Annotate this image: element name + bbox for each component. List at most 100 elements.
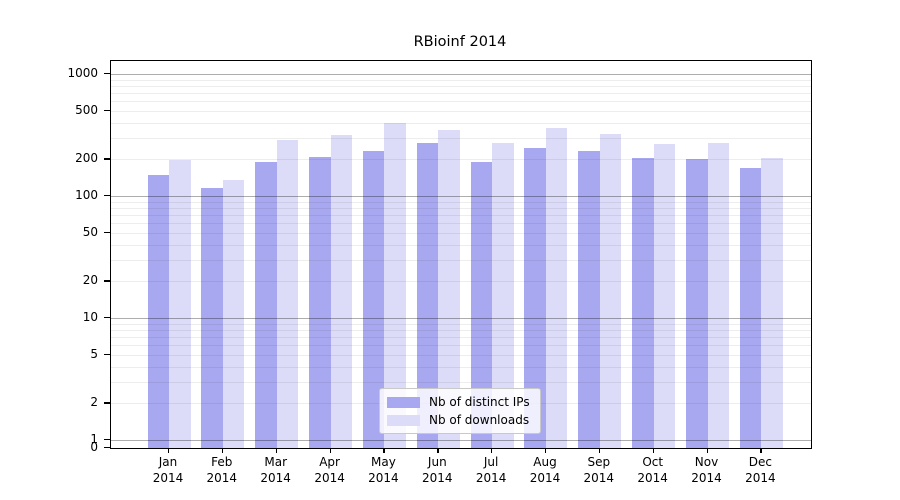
y-tick-10	[104, 317, 110, 319]
gridline-major-10	[111, 318, 811, 319]
gridline-major-1	[111, 440, 811, 441]
y-tick-2	[104, 402, 110, 404]
x-tick-label-oct-2014: Oct 2014	[637, 455, 668, 485]
bar-distinct-ips-jun-2014	[416, 143, 439, 448]
bar-distinct-ips-feb-2014	[201, 187, 223, 448]
bar-distinct-ips-nov-2014	[686, 159, 708, 448]
gridline-minor-500	[111, 110, 811, 112]
bar-downloads-jul-2014	[492, 143, 514, 448]
x-tick-feb-2014	[221, 448, 224, 453]
y-tick-1000	[104, 73, 110, 75]
gridline-minor-70	[111, 214, 811, 216]
y-tick-5	[104, 353, 110, 355]
bar-downloads-apr-2014	[330, 135, 353, 448]
gridline-minor-8	[111, 329, 811, 331]
legend-swatch-distinct-ips	[387, 396, 420, 408]
gridline-minor-30	[111, 259, 811, 261]
bar-downloads-sep-2014	[599, 133, 622, 448]
gridline-minor-400	[111, 122, 811, 124]
x-tick-sep-2014	[598, 448, 601, 453]
bar-distinct-ips-may-2014	[362, 151, 385, 448]
y-tick-1	[104, 439, 110, 441]
bar-distinct-ips-aug-2014	[524, 147, 546, 448]
gridline-minor-600	[111, 101, 811, 103]
chart-title: RBioinf 2014	[413, 34, 507, 50]
x-tick-label-feb-2014: Feb 2014	[206, 455, 238, 485]
x-tick-label-jul-2014: Jul 2014	[475, 455, 507, 485]
bar-downloads-may-2014	[384, 122, 406, 448]
legend-label-downloads: Nb of downloads	[429, 413, 530, 427]
x-tick-apr-2014	[329, 448, 331, 453]
plot-area: Nb of distinct IPs Nb of downloads	[110, 60, 812, 449]
x-tick-label-jan-2014: Jan 2014	[152, 455, 184, 485]
x-tick-may-2014	[383, 448, 385, 453]
y-tick-label-2: 2	[90, 395, 98, 410]
x-tick-label-aug-2014: Aug 2014	[529, 455, 561, 485]
gridline-minor-90	[111, 201, 811, 203]
y-tick-label-100: 100	[75, 188, 98, 202]
x-tick-nov-2014	[706, 448, 708, 453]
gridline-minor-3	[111, 381, 811, 383]
gridline-minor-4	[111, 366, 811, 368]
gridline-minor-300	[111, 137, 811, 139]
legend-entry-distinct-ips: Nb of distinct IPs	[387, 395, 530, 409]
x-tick-oct-2014	[652, 448, 654, 453]
bar-downloads-aug-2014	[545, 127, 568, 448]
gridline-major-1000	[111, 74, 811, 75]
y-tick-label-200: 200	[75, 151, 98, 166]
y-tick-200	[104, 158, 110, 160]
gridline-minor-5	[111, 354, 811, 356]
y-tick-label-5: 5	[90, 346, 98, 361]
y-tick-0	[104, 447, 110, 449]
y-tick-label-20: 20	[82, 273, 98, 288]
legend-label-distinct-ips: Nb of distinct IPs	[429, 395, 530, 409]
gridline-minor-80	[111, 207, 811, 209]
x-tick-label-jun-2014: Jun 2014	[422, 455, 453, 485]
x-tick-label-may-2014: May 2014	[368, 455, 399, 485]
y-tick-label-1000: 1000	[67, 66, 98, 80]
x-tick-jan-2014	[168, 448, 170, 453]
x-tick-label-mar-2014: Mar 2014	[260, 455, 291, 485]
y-tick-label-0: 0	[90, 440, 98, 454]
y-tick-500	[104, 109, 110, 111]
bar-distinct-ips-mar-2014	[255, 162, 277, 448]
x-tick-jul-2014	[491, 448, 493, 453]
gridline-minor-7	[111, 336, 811, 338]
gridline-minor-9	[111, 323, 811, 325]
y-tick-label-50: 50	[82, 224, 98, 239]
x-tick-mar-2014	[275, 448, 277, 453]
x-tick-label-nov-2014: Nov 2014	[691, 455, 722, 485]
bar-distinct-ips-sep-2014	[578, 150, 600, 448]
bar-downloads-oct-2014	[653, 144, 676, 448]
gridline-minor-200	[111, 159, 811, 161]
bar-downloads-jun-2014	[438, 129, 460, 448]
x-tick-label-apr-2014: Apr 2014	[314, 455, 345, 485]
gridline-major-100	[111, 196, 811, 197]
y-tick-20	[104, 280, 110, 282]
gridline-minor-700	[111, 92, 811, 94]
gridline-minor-800	[111, 85, 811, 87]
bar-downloads-feb-2014	[222, 180, 245, 448]
y-tick-100	[104, 195, 110, 197]
gridline-minor-900	[111, 79, 811, 81]
x-tick-label-sep-2014: Sep 2014	[583, 455, 615, 485]
bar-downloads-jan-2014	[169, 160, 191, 448]
gridline-minor-6	[111, 345, 811, 347]
bar-distinct-ips-dec-2014	[739, 167, 762, 448]
legend: Nb of distinct IPs Nb of downloads	[379, 388, 541, 434]
bar-distinct-ips-jul-2014	[470, 161, 493, 448]
bar-distinct-ips-apr-2014	[309, 156, 331, 448]
gridline-minor-50	[111, 232, 811, 234]
x-tick-aug-2014	[545, 448, 547, 453]
gridline-minor-20	[111, 281, 811, 283]
y-tick-label-10: 10	[82, 310, 98, 324]
x-tick-dec-2014	[760, 448, 762, 453]
y-tick-label-1: 1	[90, 432, 98, 446]
bar-distinct-ips-oct-2014	[632, 158, 654, 448]
y-tick-label-500: 500	[75, 102, 98, 117]
gridline-minor-60	[111, 223, 811, 225]
x-tick-jun-2014	[437, 448, 439, 453]
gridline-minor-40	[111, 244, 811, 246]
legend-swatch-downloads	[387, 414, 420, 426]
